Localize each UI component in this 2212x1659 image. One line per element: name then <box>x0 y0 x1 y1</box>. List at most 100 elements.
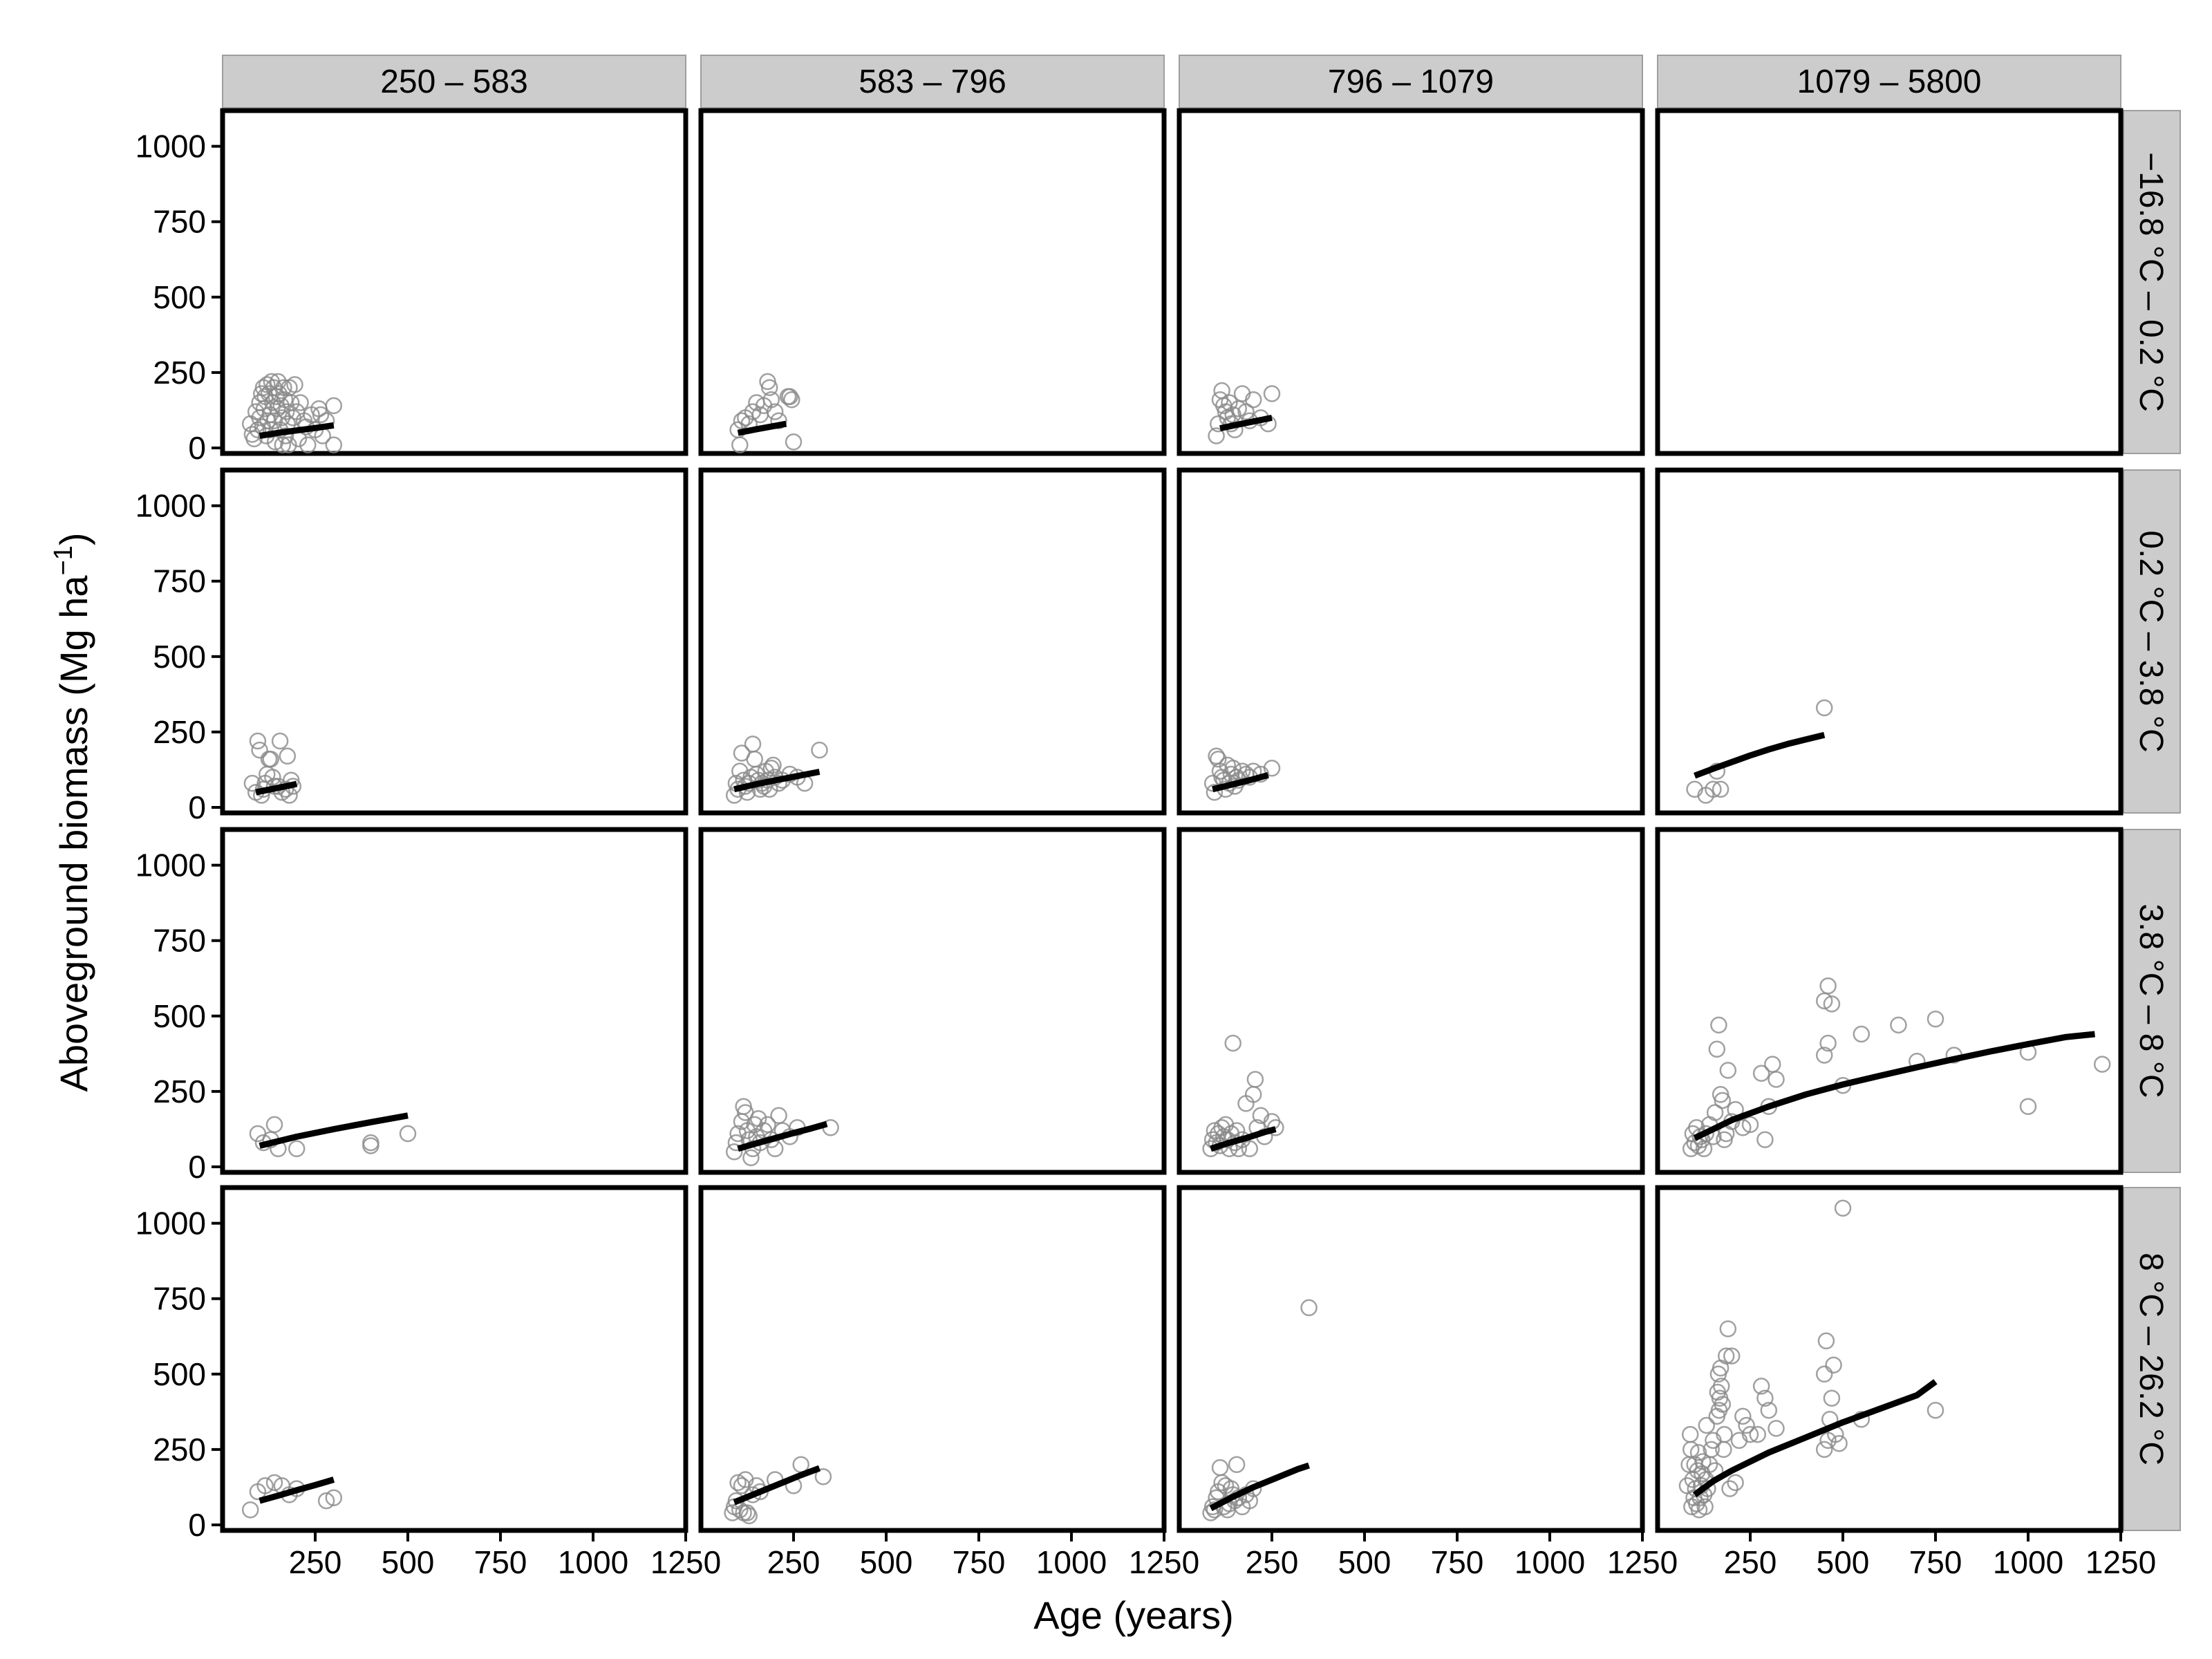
data-point <box>249 732 267 750</box>
panel <box>698 467 1167 816</box>
data-point <box>262 750 279 768</box>
data-point <box>1717 1347 1735 1365</box>
y-axis-title-superscript: −1 <box>49 545 78 575</box>
panel-border <box>698 827 1167 1175</box>
fit-line <box>1212 771 1269 793</box>
x-tick-label: 500 <box>382 1544 435 1580</box>
x-tick-label: 1000 <box>558 1544 628 1580</box>
data-point <box>779 388 797 406</box>
data-point <box>733 412 751 429</box>
facet-panels <box>220 108 2124 1533</box>
data-point <box>762 760 780 777</box>
data-point <box>325 1489 343 1506</box>
data-point <box>1712 1378 1730 1395</box>
y-tick-label: 1000 <box>135 847 206 883</box>
panel-border <box>698 1185 1167 1533</box>
data-point <box>2019 1098 2037 1115</box>
data-point <box>1734 1407 1752 1425</box>
panel <box>698 108 1167 456</box>
data-point <box>1723 1347 1741 1365</box>
x-tick-label: 500 <box>860 1544 913 1580</box>
panel <box>1177 827 1645 1175</box>
data-point <box>1224 1034 1241 1052</box>
data-point <box>1741 1425 1759 1443</box>
data-point <box>1263 760 1281 777</box>
data-point <box>1749 1425 1766 1443</box>
data-point <box>265 1474 283 1492</box>
x-axes: 250 500 750 1000 1250 250 500 750 1000 1250 250 500… <box>289 1530 2156 1580</box>
data-point <box>271 732 289 750</box>
data-point <box>1834 1199 1852 1217</box>
x-tick-label: 1250 <box>650 1544 721 1580</box>
y-tick-label: 1000 <box>135 488 206 524</box>
data-point <box>1721 1480 1738 1497</box>
row-strip <box>2123 829 2181 1173</box>
fit-line <box>259 422 335 439</box>
x-tick-label: 250 <box>767 1544 821 1580</box>
data-point <box>1719 1320 1737 1338</box>
y-axes: 0 250 500 750 1000 0 250 500 750 1000 0 250 500 750 10… <box>135 129 223 1543</box>
data-point <box>256 1477 274 1494</box>
data-point <box>785 433 803 451</box>
panel-border <box>698 467 1167 816</box>
fit-line <box>1692 1379 1938 1498</box>
data-point <box>766 403 784 420</box>
column-strip-label: 250 – 583 <box>380 64 528 100</box>
data-point <box>1823 1389 1841 1407</box>
data-point <box>1206 1501 1224 1519</box>
data-point <box>1817 1332 1835 1350</box>
column-strip-label: 1079 – 5800 <box>1797 64 1982 100</box>
y-axis-title: Aboveground biomass (Mg ha−1) <box>49 532 95 1091</box>
data-point <box>1689 1444 1707 1461</box>
x-tick-label: 500 <box>1817 1544 1870 1580</box>
fit-line <box>259 1112 409 1149</box>
data-point <box>325 397 343 415</box>
data-point <box>1208 427 1225 444</box>
y-tick-label: 500 <box>153 998 206 1034</box>
data-point <box>1815 699 1833 717</box>
panel-border <box>220 108 688 456</box>
data-point <box>1241 1492 1259 1510</box>
row-strips: −16.8 °C – 0.2 °C 0.2 °C – 3.8 °C 3.8 °C –… <box>2123 110 2181 1531</box>
y-tick-label: 750 <box>153 563 206 599</box>
row-strip <box>2123 469 2181 814</box>
x-tick-label: 750 <box>1431 1544 1484 1580</box>
data-point <box>1300 1299 1318 1317</box>
panel <box>1177 467 1645 816</box>
x-tick-label: 250 <box>1724 1544 1777 1580</box>
data-point <box>811 741 828 759</box>
data-point <box>1734 1119 1752 1136</box>
fit-line <box>733 1465 821 1506</box>
column-strip <box>222 55 686 109</box>
data-point <box>1890 1016 1907 1034</box>
data-point <box>288 1140 306 1158</box>
data-point <box>1228 1456 1246 1473</box>
data-point <box>1823 995 1841 1013</box>
row-strip-label: 3.8 °C – 8 °C <box>2133 903 2169 1098</box>
x-tick-label: 500 <box>1338 1544 1391 1580</box>
data-point <box>2093 1056 2111 1073</box>
y-axis-title-suffix: ) <box>52 532 95 545</box>
data-point <box>783 391 800 409</box>
data-point <box>1768 1071 1785 1088</box>
panel-border <box>1655 467 2124 816</box>
column-strip <box>700 55 1165 109</box>
x-tick-label: 750 <box>1909 1544 1962 1580</box>
data-point <box>260 385 278 402</box>
data-point <box>1698 1416 1716 1434</box>
data-point <box>286 376 303 393</box>
data-point <box>729 1474 747 1492</box>
data-point <box>251 741 268 759</box>
panel <box>220 1185 688 1533</box>
y-tick-label: 0 <box>188 1149 206 1185</box>
panel <box>1177 1185 1645 1533</box>
data-point <box>299 436 317 453</box>
panel-border <box>1177 467 1645 816</box>
data-point <box>1714 1396 1732 1413</box>
row-strip <box>2123 1187 2181 1531</box>
panel <box>220 827 688 1175</box>
panel-border <box>220 827 688 1175</box>
data-point <box>274 436 292 453</box>
data-point <box>325 436 343 453</box>
y-tick-label: 250 <box>153 1432 206 1468</box>
